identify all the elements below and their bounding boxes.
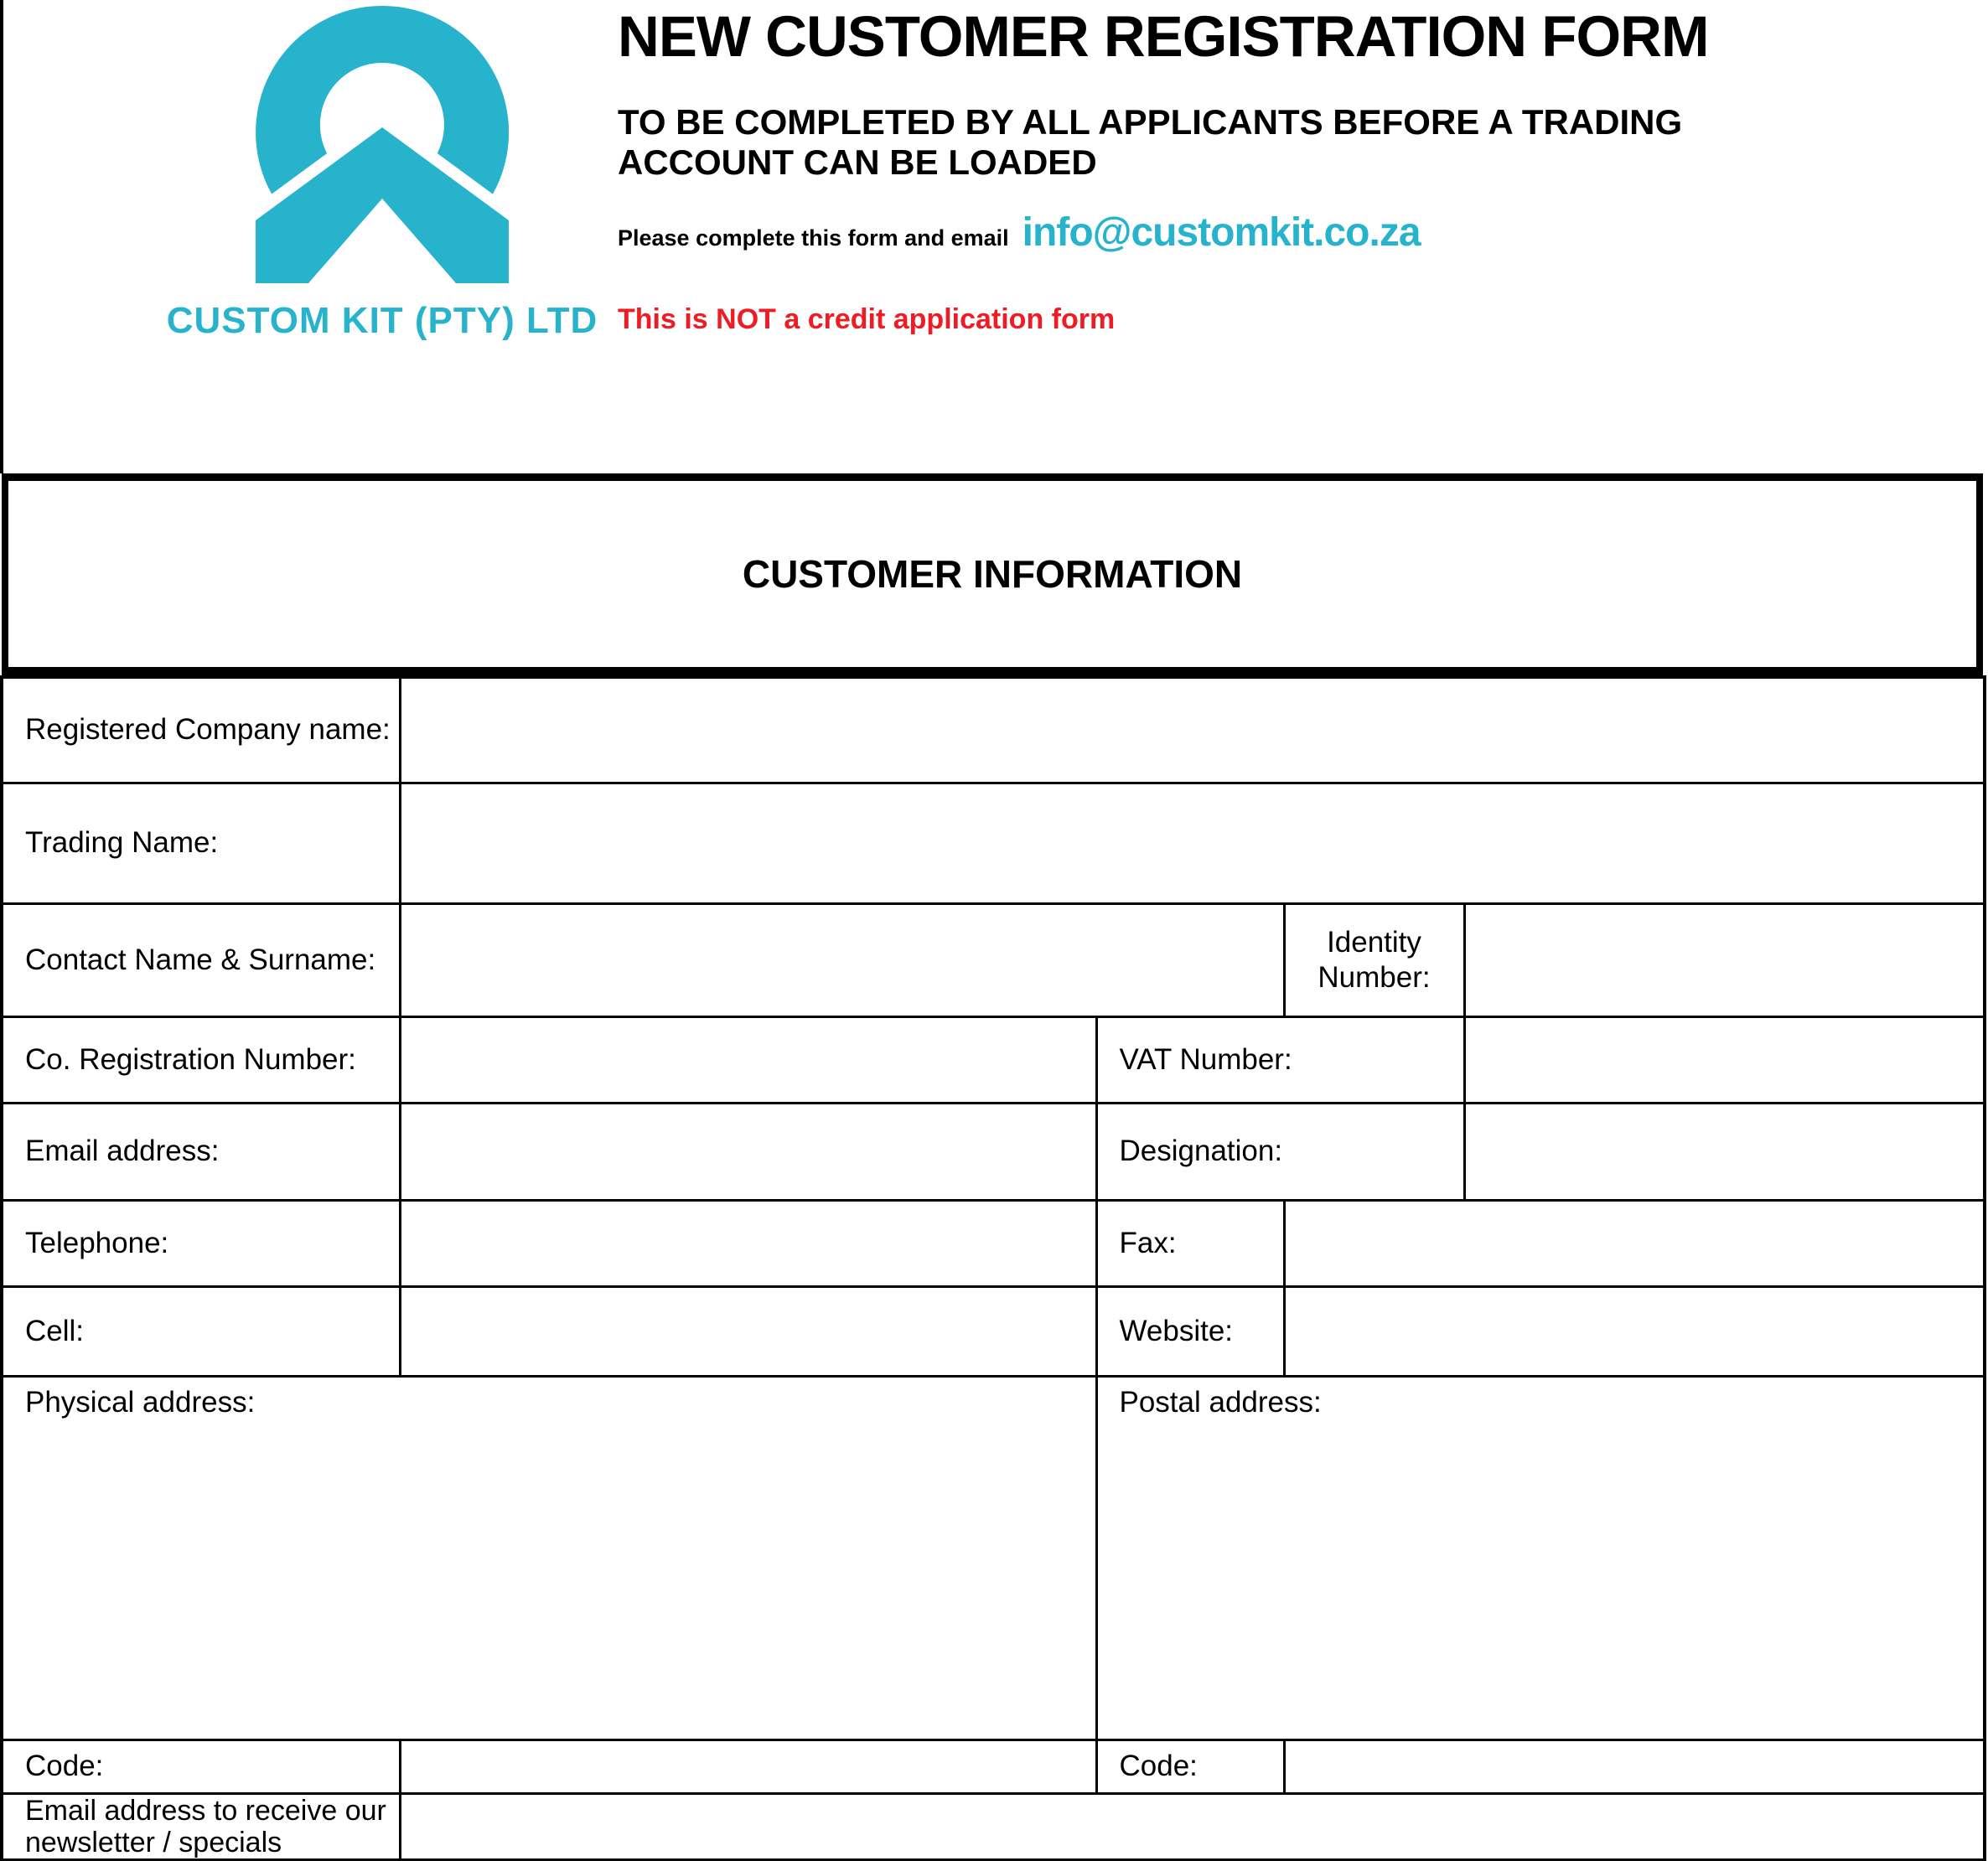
contact-name-input[interactable] <box>398 902 1286 1018</box>
physical-address-cell[interactable]: Physical address: <box>0 1374 1098 1741</box>
postal-address-cell[interactable]: Postal address: <box>1095 1374 1986 1741</box>
customer-information-title: CUSTOMER INFORMATION <box>742 552 1243 596</box>
page-edge-scan-line <box>0 0 3 473</box>
newsletter-email-input[interactable] <box>398 1791 1986 1861</box>
telephone-label: Telephone: <box>0 1198 401 1288</box>
page-title: NEW CUSTOMER REGISTRATION FORM <box>618 4 1709 69</box>
cell-input[interactable] <box>398 1285 1098 1378</box>
custom-kit-logo-icon <box>256 6 509 289</box>
postal-code-input[interactable] <box>1282 1738 1986 1795</box>
table-row: Trading Name: <box>0 781 1986 905</box>
logo-notch-mask <box>304 195 460 289</box>
vat-number-label: VAT Number: <box>1095 1015 1466 1104</box>
contact-name-label: Contact Name & Surname: <box>0 902 401 1018</box>
physical-code-input[interactable] <box>398 1738 1098 1795</box>
logo-chevron-shape <box>256 127 509 283</box>
table-row: Co. Registration Number: VAT Number: <box>0 1015 1986 1104</box>
table-row: Registered Company name: <box>0 675 1986 784</box>
fax-input[interactable] <box>1282 1198 1986 1288</box>
trading-name-input[interactable] <box>398 781 1986 905</box>
email-address-label: Email address: <box>0 1101 401 1202</box>
vat-number-input[interactable] <box>1463 1015 1986 1104</box>
table-row: Email address to receive our newsletter … <box>0 1791 1986 1861</box>
table-row: Email address: Designation: <box>0 1101 1986 1202</box>
registered-company-label: Registered Company name: <box>0 675 401 784</box>
physical-code-label: Code: <box>0 1738 401 1795</box>
table-row: Contact Name & Surname: Identity Number: <box>0 902 1986 1018</box>
co-registration-input[interactable] <box>398 1015 1098 1104</box>
email-prompt-text: Please complete this form and email <box>618 225 1009 251</box>
registered-company-input[interactable] <box>398 675 1986 784</box>
fax-label: Fax: <box>1095 1198 1286 1288</box>
cell-label: Cell: <box>0 1285 401 1378</box>
designation-label: Designation: <box>1095 1101 1466 1202</box>
newsletter-email-label: Email address to receive our newsletter … <box>0 1791 401 1861</box>
postal-code-label: Code: <box>1095 1738 1286 1795</box>
not-credit-warning: This is NOT a credit application form <box>618 303 1116 335</box>
co-registration-label: Co. Registration Number: <box>0 1015 401 1104</box>
page-subtitle: TO BE COMPLETED BY ALL APPLICANTS BEFORE… <box>618 102 1683 182</box>
table-row: Telephone: Fax: <box>0 1198 1986 1288</box>
customer-information-header-box: CUSTOMER INFORMATION <box>2 473 1983 677</box>
email-address-input[interactable] <box>398 1101 1098 1202</box>
table-row: Physical address: Postal address: <box>0 1374 1986 1741</box>
designation-input[interactable] <box>1463 1101 1986 1202</box>
trading-name-label: Trading Name: <box>0 781 401 905</box>
identity-number-input[interactable] <box>1463 902 1986 1018</box>
email-address-link[interactable]: info@customkit.co.za <box>1022 210 1421 255</box>
email-instruction-line: Please complete this form and email info… <box>618 209 1421 256</box>
identity-number-label: Identity Number: <box>1282 902 1466 1018</box>
website-label: Website: <box>1095 1285 1286 1378</box>
table-row: Code: Code: <box>0 1738 1986 1795</box>
table-row: Cell: Website: <box>0 1285 1986 1378</box>
website-input[interactable] <box>1282 1285 1986 1378</box>
telephone-input[interactable] <box>398 1198 1098 1288</box>
logo-wordmark: CUSTOM KIT (PTY) LTD <box>166 300 598 341</box>
customer-information-table: Registered Company name: Trading Name: C… <box>0 675 1986 1861</box>
